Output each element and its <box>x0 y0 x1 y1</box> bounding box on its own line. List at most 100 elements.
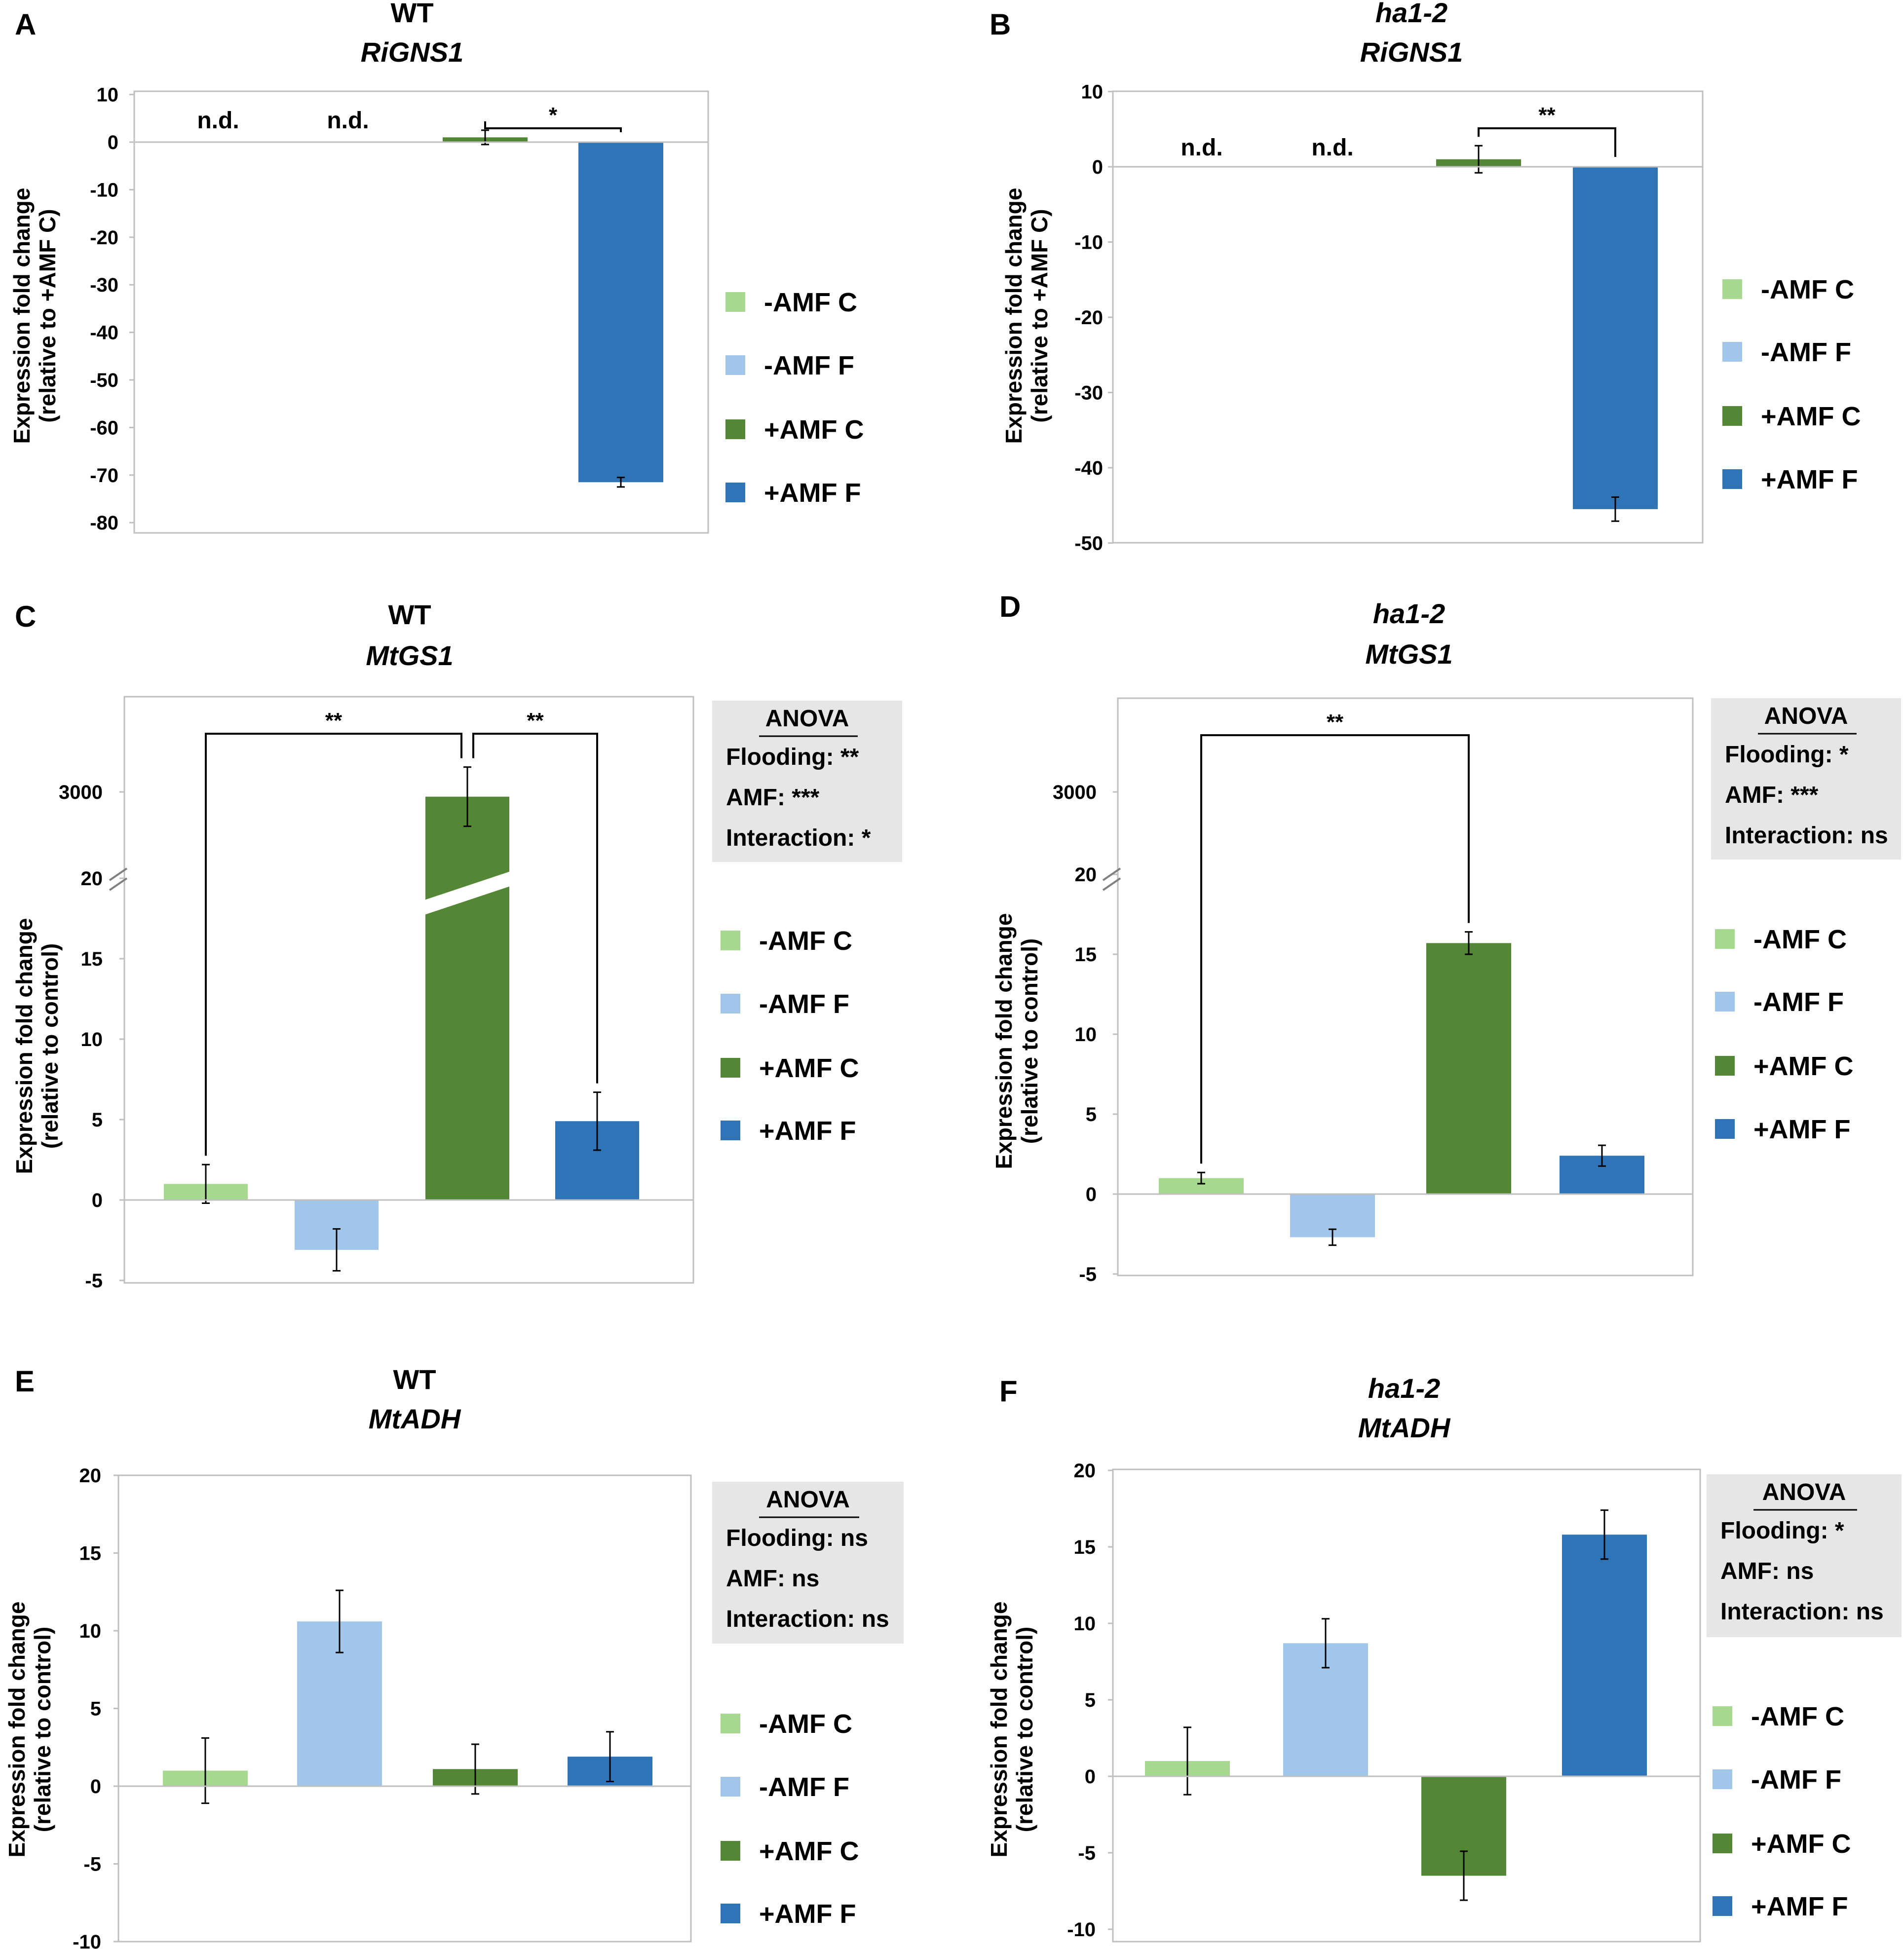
error-bar <box>1460 1850 1468 1901</box>
y-tick-label: 15 <box>1075 944 1097 966</box>
y-tick-label: 10 <box>79 1620 102 1642</box>
y-tick-label: 10 <box>1075 1024 1097 1046</box>
chart-title-line2: MtGS1 <box>366 640 453 671</box>
error-bar <box>1465 931 1473 955</box>
y-tick-label: 5 <box>1086 1104 1097 1125</box>
chart-title-line2: MtGS1 <box>1365 638 1452 670</box>
y-tick-label: -10 <box>73 1931 101 1949</box>
chart-title-line2: MtADH <box>1358 1412 1451 1443</box>
legend-label: +AMF C <box>759 1053 859 1083</box>
legend-label: -AMF C <box>759 926 852 956</box>
error-bar <box>1475 145 1483 174</box>
significance-label: ** <box>1327 710 1344 734</box>
legend-label: +AMF F <box>759 1116 856 1146</box>
significance-label: ** <box>1538 103 1556 127</box>
chart-title-line2: MtADH <box>369 1403 461 1434</box>
significance-bracket <box>1200 734 1470 1164</box>
y-axis-label: Expression fold change(relative to contr… <box>4 1602 55 1858</box>
error-bar <box>1197 1171 1205 1185</box>
anova-line: AMF: *** <box>1725 782 1819 808</box>
anova-line: Interaction: ns <box>1725 823 1888 849</box>
y-tick-label: -50 <box>1074 533 1103 555</box>
anova-box <box>712 701 902 862</box>
bar-amf-f <box>1573 167 1658 509</box>
y-tick-label: -5 <box>83 1854 101 1875</box>
legend-swatch <box>1715 1056 1735 1076</box>
y-tick-label: 10 <box>1074 1613 1096 1635</box>
error-bar <box>463 766 471 827</box>
legend-swatch <box>1715 929 1735 949</box>
anova-box <box>1707 1474 1902 1637</box>
legend-swatch <box>1713 1834 1732 1853</box>
legend-swatch <box>1722 406 1742 426</box>
y-tick-label: -5 <box>1079 1264 1097 1285</box>
anova-line: AMF: *** <box>726 785 820 811</box>
axis-break-mark <box>1102 867 1121 891</box>
chart-title-line1: WT <box>388 599 431 630</box>
y-tick-label: 10 <box>81 1029 103 1050</box>
legend-label: +AMF F <box>764 478 861 508</box>
anova-box <box>712 1482 904 1644</box>
y-tick-label: 20 <box>1075 864 1097 886</box>
panel-letter: B <box>990 8 1011 41</box>
y-tick-label: -30 <box>90 274 118 296</box>
legend-swatch <box>725 292 745 312</box>
legend-label: +AMF C <box>764 415 864 445</box>
significance-label: * <box>549 103 558 127</box>
legend-swatch <box>1722 342 1742 362</box>
y-tick-label: 0 <box>1086 1184 1097 1205</box>
panel-letter: C <box>15 600 36 633</box>
y-tick-label: 3000 <box>59 782 103 803</box>
y-tick-label: 15 <box>79 1543 102 1565</box>
anova-line: AMF: ns <box>726 1566 819 1592</box>
anova-box <box>1711 698 1901 860</box>
bar-amf-c <box>425 796 509 1200</box>
significance-bracket <box>472 733 598 1084</box>
legend-label: -AMF C <box>1761 275 1854 304</box>
panel-A: A WT RiGNS1 10 0 -10 -20 -30 -40 -50 -60 -70 -80 Expr… <box>9 0 864 534</box>
legend-swatch <box>1722 279 1742 299</box>
y-tick-label: -5 <box>1078 1842 1096 1864</box>
legend-label: -AMF F <box>759 1772 849 1802</box>
anova-line: Interaction: ns <box>726 1606 889 1632</box>
y-tick-label: -70 <box>90 465 118 487</box>
error-bar <box>1598 1144 1606 1167</box>
error-bar <box>202 1163 210 1204</box>
legend-swatch <box>721 1777 740 1797</box>
legend-label: +AMF C <box>1753 1051 1854 1081</box>
error-bar <box>333 1228 341 1272</box>
y-tick-label: -10 <box>1067 1919 1096 1941</box>
legend-swatch <box>721 1904 740 1923</box>
legend-label: +AMF F <box>1751 1892 1848 1921</box>
legend-swatch <box>725 419 745 439</box>
legend-label: -AMF F <box>1751 1765 1841 1795</box>
legend-swatch <box>1722 469 1742 489</box>
legend-label: -AMF F <box>764 351 854 380</box>
error-bar <box>1329 1228 1336 1246</box>
panel-letter: A <box>15 8 36 41</box>
not-detected-label: n.d. <box>197 108 239 134</box>
chart-title-line1: ha1-2 <box>1373 598 1445 629</box>
significance-bracket <box>484 121 622 132</box>
panel-letter: D <box>999 590 1021 623</box>
plot-frame <box>1112 1468 1701 1943</box>
legend-label: -AMF C <box>1751 1702 1844 1731</box>
panel-letter: F <box>999 1375 1018 1408</box>
y-tick-label: 0 <box>92 1190 103 1211</box>
chart-title-line1: WT <box>390 0 433 28</box>
panel-E: E WT MtADH 20 15 10 5 0 -5 -10 Expression fold cha… <box>4 1364 904 1949</box>
significance-label: ** <box>325 709 343 733</box>
error-bar <box>593 1091 601 1151</box>
y-tick-label: -50 <box>90 370 118 391</box>
error-bar <box>201 1737 209 1804</box>
chart-title-line1: WT <box>393 1364 436 1395</box>
legend-swatch <box>721 1714 740 1733</box>
error-bar <box>1183 1726 1191 1796</box>
error-bar <box>1611 496 1619 522</box>
legend-swatch <box>1715 1119 1735 1139</box>
y-tick-label: 20 <box>81 868 103 890</box>
legend-swatch <box>721 1058 740 1078</box>
anova-line: Interaction: * <box>726 825 871 851</box>
y-tick-label: 15 <box>81 948 103 970</box>
